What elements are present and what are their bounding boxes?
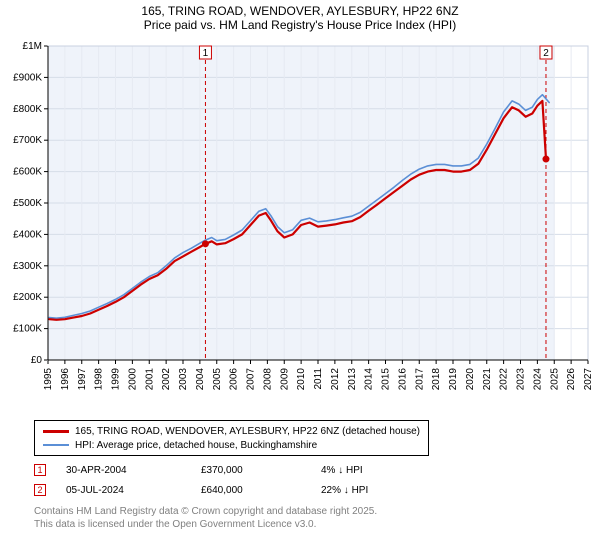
- svg-text:2026: 2026: [566, 368, 577, 391]
- svg-text:2023: 2023: [516, 368, 527, 391]
- legend-swatch: [43, 444, 69, 446]
- svg-text:1997: 1997: [77, 368, 88, 391]
- svg-text:2019: 2019: [448, 368, 459, 391]
- svg-text:£500K: £500K: [13, 198, 42, 209]
- legend-swatch: [43, 430, 69, 433]
- svg-text:2022: 2022: [499, 368, 510, 391]
- svg-text:2002: 2002: [161, 368, 172, 391]
- svg-text:2027: 2027: [583, 368, 594, 391]
- svg-text:2001: 2001: [144, 368, 155, 391]
- footnote-line1: Contains HM Land Registry data © Crown c…: [34, 505, 377, 518]
- svg-text:2014: 2014: [364, 368, 375, 391]
- svg-text:2000: 2000: [127, 368, 138, 391]
- svg-text:2011: 2011: [313, 368, 324, 390]
- svg-text:2009: 2009: [279, 368, 290, 391]
- svg-text:£1M: £1M: [23, 41, 42, 52]
- transaction-date: 30-APR-2004: [66, 465, 201, 476]
- transaction-delta: 4% ↓ HPI: [321, 465, 441, 476]
- svg-text:£400K: £400K: [13, 229, 42, 240]
- svg-text:2025: 2025: [549, 368, 560, 391]
- svg-text:2006: 2006: [229, 368, 240, 391]
- svg-text:2017: 2017: [414, 368, 425, 391]
- transaction-row: 2 05-JUL-2024£640,00022% ↓ HPI: [34, 480, 441, 500]
- svg-text:£200K: £200K: [13, 292, 42, 303]
- svg-text:2020: 2020: [465, 368, 476, 391]
- legend-label: 165, TRING ROAD, WENDOVER, AYLESBURY, HP…: [75, 426, 420, 437]
- svg-text:£0: £0: [31, 355, 43, 366]
- transaction-rows: 1 30-APR-2004£370,0004% ↓ HPI 2 05-JUL-2024…: [34, 460, 441, 500]
- svg-text:2: 2: [543, 48, 549, 59]
- marker-badge: 1: [34, 464, 46, 476]
- transaction-delta: 22% ↓ HPI: [321, 485, 441, 496]
- svg-text:2013: 2013: [347, 368, 358, 391]
- legend-label: HPI: Average price, detached house, Buck…: [75, 440, 317, 451]
- svg-text:1996: 1996: [60, 368, 71, 391]
- svg-text:1995: 1995: [43, 368, 54, 391]
- svg-text:2021: 2021: [482, 368, 493, 391]
- legend: 165, TRING ROAD, WENDOVER, AYLESBURY, HP…: [34, 420, 429, 456]
- svg-text:2003: 2003: [178, 368, 189, 391]
- svg-text:2018: 2018: [431, 368, 442, 391]
- svg-text:1: 1: [203, 48, 209, 59]
- footnote: Contains HM Land Registry data © Crown c…: [34, 505, 377, 531]
- svg-text:2015: 2015: [381, 368, 392, 391]
- chart-container: 165, TRING ROAD, WENDOVER, AYLESBURY, HP…: [0, 0, 600, 560]
- svg-text:2010: 2010: [296, 368, 307, 391]
- svg-text:£900K: £900K: [13, 72, 42, 83]
- svg-text:£800K: £800K: [13, 104, 42, 115]
- chart-area: £0 £100K £200K £300K £400K £500K £600K £700K £80…: [0, 40, 600, 410]
- legend-row: 165, TRING ROAD, WENDOVER, AYLESBURY, HP…: [43, 424, 420, 438]
- transaction-row: 1 30-APR-2004£370,0004% ↓ HPI: [34, 460, 441, 480]
- legend-row: HPI: Average price, detached house, Buck…: [43, 438, 420, 452]
- svg-text:1998: 1998: [94, 368, 105, 391]
- footnote-line2: This data is licensed under the Open Gov…: [34, 518, 377, 531]
- marker-badge: 2: [34, 484, 46, 496]
- svg-text:1999: 1999: [111, 368, 122, 391]
- svg-text:2004: 2004: [195, 368, 206, 391]
- svg-text:£600K: £600K: [13, 167, 42, 178]
- svg-text:2005: 2005: [212, 368, 223, 391]
- svg-text:2024: 2024: [532, 368, 543, 391]
- title-address: 165, TRING ROAD, WENDOVER, AYLESBURY, HP…: [0, 4, 600, 18]
- title-block: 165, TRING ROAD, WENDOVER, AYLESBURY, HP…: [0, 0, 600, 32]
- transaction-price: £370,000: [201, 465, 321, 476]
- title-subtitle: Price paid vs. HM Land Registry's House …: [0, 18, 600, 32]
- svg-text:£100K: £100K: [13, 324, 42, 335]
- transaction-date: 05-JUL-2024: [66, 485, 201, 496]
- svg-text:£700K: £700K: [13, 135, 42, 146]
- transaction-price: £640,000: [201, 485, 321, 496]
- svg-text:£300K: £300K: [13, 261, 42, 272]
- svg-text:2012: 2012: [330, 368, 341, 391]
- svg-text:2016: 2016: [397, 368, 408, 391]
- svg-text:2007: 2007: [246, 368, 257, 391]
- svg-text:2008: 2008: [262, 368, 273, 391]
- line-chart-svg: £0 £100K £200K £300K £400K £500K £600K £700K £80…: [0, 40, 600, 410]
